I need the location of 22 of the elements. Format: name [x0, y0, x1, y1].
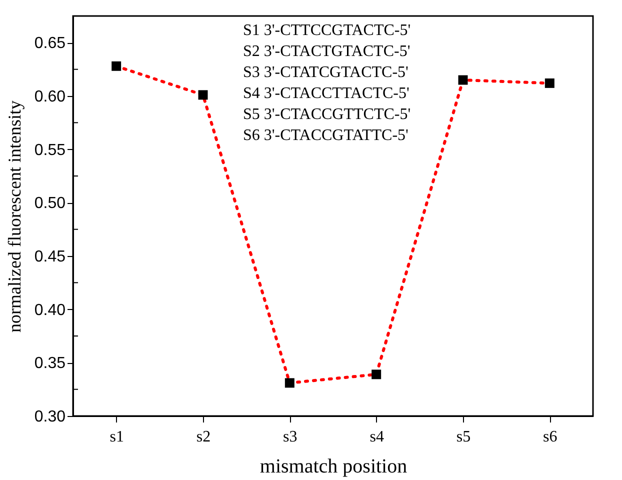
x-tick-label: s2 — [196, 428, 211, 446]
annotation: S1 3'-CTTCCGTACTC-5' — [243, 22, 411, 39]
x-tick-label: s5 — [456, 428, 471, 446]
annotation: S6 3'-CTACCGTATTC-5' — [243, 127, 409, 144]
y-tick-label: 0.45 — [34, 248, 66, 266]
y-tick-label: 0.60 — [34, 88, 66, 106]
y-tick-label: 0.65 — [34, 35, 66, 52]
x-tick-label: s3 — [283, 428, 298, 446]
annotation: S5 3'-CTACCGTTCTC-5' — [243, 106, 411, 123]
annotation: S4 3'-CTACCTTACTC-5' — [243, 85, 410, 102]
x-tick-label: s6 — [543, 428, 558, 446]
y-tick-label: 0.30 — [34, 408, 66, 426]
annotation: S3 3'-CTATCGTACTC-5' — [243, 64, 409, 81]
y-axis-title: normalized fluorescent intensity — [4, 100, 24, 332]
x-axis-title: mismatch position — [260, 456, 408, 478]
y-tick-label: 0.50 — [34, 195, 66, 212]
y-tick-label: 0.55 — [34, 142, 66, 159]
y-tick-label: 0.40 — [34, 302, 66, 319]
x-tick-label: s4 — [370, 428, 384, 446]
y-tick-label: 0.35 — [34, 355, 66, 372]
annotation: S2 3'-CTACTGTACTC-5' — [243, 43, 410, 60]
x-tick-label: s1 — [110, 428, 124, 446]
